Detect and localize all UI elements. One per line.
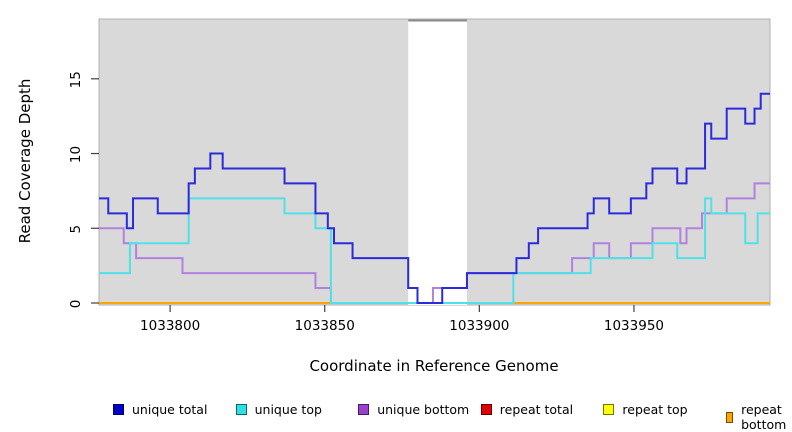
legend-label: unique top — [254, 402, 322, 417]
svg-text:1033850: 1033850 — [295, 318, 355, 334]
legend-item-repeat-top: repeat top — [603, 402, 688, 417]
x-axis-title: Coordinate in Reference Genome — [309, 357, 558, 375]
legend-swatch-repeat-top — [603, 404, 615, 415]
legend-item-unique-top: unique top — [235, 402, 322, 417]
svg-text:1033950: 1033950 — [604, 318, 664, 334]
svg-text:10: 10 — [68, 146, 84, 163]
legend-label: repeat bottom — [741, 402, 787, 432]
svg-text:0: 0 — [68, 300, 84, 309]
legend-label: repeat top — [622, 402, 688, 417]
svg-text:15: 15 — [68, 71, 84, 88]
chart-render-layer: 1033800 1033850 1033900 1033950 0 5 10 15 — [68, 18, 771, 334]
y-axis-title: Read Coverage Depth — [16, 79, 34, 244]
legend-swatch-repeat-bottom — [726, 411, 734, 423]
legend-swatch-repeat-total — [480, 404, 492, 415]
legend-item-repeat-total: repeat total — [480, 402, 574, 417]
legend-swatch-unique-top — [235, 404, 247, 415]
legend-label: repeat total — [499, 402, 574, 417]
legend-label: unique total — [132, 402, 208, 417]
legend-label: unique bottom — [377, 402, 470, 417]
svg-text:1033800: 1033800 — [140, 318, 200, 334]
legend-item-repeat-bottom: repeat bottom — [726, 402, 792, 432]
svg-text:1033900: 1033900 — [449, 318, 509, 334]
legend-item-unique-bottom: unique bottom — [358, 402, 469, 417]
legend-swatch-unique-total — [113, 404, 124, 415]
coverage-chart: 1033800 1033850 1033900 1033950 0 5 10 15 Coord… — [16, 18, 771, 375]
svg-text:5: 5 — [68, 225, 84, 234]
legend-swatch-unique-bottom — [358, 404, 370, 415]
legend-item-unique-total: unique total — [113, 402, 207, 417]
